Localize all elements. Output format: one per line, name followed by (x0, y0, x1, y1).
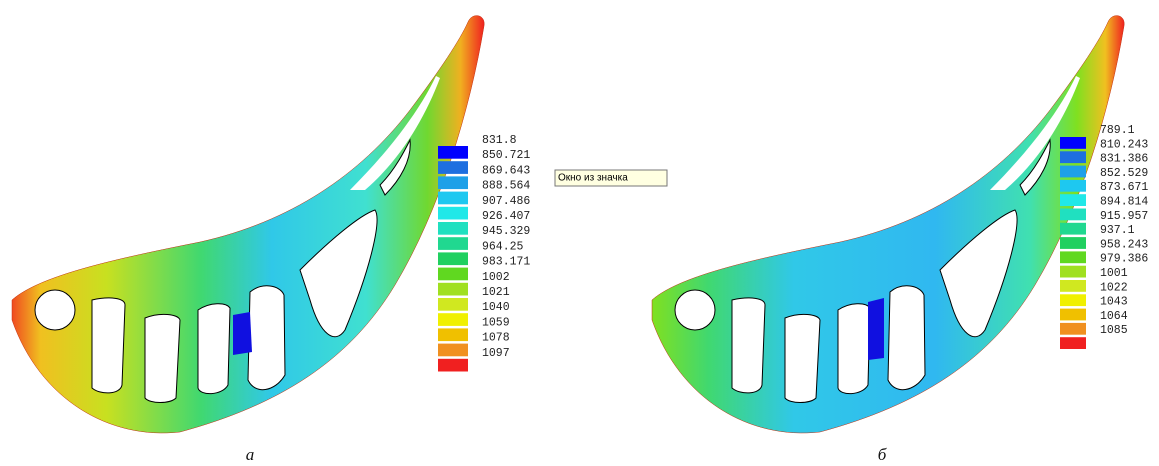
legend-label: 888.564 (482, 180, 530, 193)
legend-label: 964.25 (482, 240, 524, 253)
legend-label: 1043 (1100, 296, 1128, 309)
legend-label: 979.386 (1100, 253, 1148, 266)
legend-swatch (1060, 137, 1086, 149)
legend-label: 1097 (482, 347, 510, 360)
legend-swatch (438, 328, 468, 341)
legend-swatch (1060, 266, 1086, 278)
legend-swatch (438, 207, 468, 220)
legend-swatch (1060, 223, 1086, 235)
legend-label: 831.386 (1100, 153, 1148, 166)
legend-swatch (438, 252, 468, 265)
figure: Окно из значка а б 831.8 850.721 869.643 88… (0, 0, 1159, 466)
legend-swatch (438, 359, 468, 372)
caption: а (246, 445, 255, 464)
legend-swatch (438, 283, 468, 296)
legend-label: 894.814 (1100, 196, 1148, 209)
legend-swatch (438, 313, 468, 326)
legend-swatch (438, 237, 468, 250)
legend-label: 1064 (1100, 310, 1128, 323)
legend-swatch (438, 176, 468, 189)
legend-swatch (1060, 294, 1086, 306)
legend-label: 983.171 (482, 256, 530, 269)
legend-label: 873.671 (1100, 181, 1148, 194)
tooltip: Окно из значка (558, 173, 628, 184)
legend-swatch (438, 268, 468, 281)
legend-swatch (1060, 251, 1086, 263)
legend-swatch (1060, 166, 1086, 178)
legend-label: 789.1 (1100, 124, 1135, 137)
legend-label: 1001 (1100, 267, 1128, 280)
legend-swatch (438, 344, 468, 357)
legend-label: 1022 (1100, 281, 1128, 294)
legend-label: 958.243 (1100, 238, 1148, 251)
legend-swatch (1060, 209, 1086, 221)
legend-label: 852.529 (1100, 167, 1148, 180)
legend-label: 907.486 (482, 195, 530, 208)
legend-label: 1002 (482, 271, 510, 284)
legend-label: 810.243 (1100, 138, 1148, 151)
blade-plot-b (652, 16, 1124, 433)
legend-label: 937.1 (1100, 224, 1135, 237)
legend-label: 1059 (482, 316, 510, 329)
legend-label: 869.643 (482, 164, 530, 177)
legend-label: 1085 (1100, 324, 1128, 337)
legend-label: 1040 (482, 301, 510, 314)
legend-swatch (1060, 151, 1086, 163)
legend-swatch (438, 222, 468, 235)
legend-label: 850.721 (482, 149, 530, 162)
legend-label: 1078 (482, 332, 510, 345)
legend-swatch (438, 298, 468, 311)
rib-hot-spot (868, 298, 884, 360)
legend-label: 926.407 (482, 210, 530, 223)
legend-swatch (438, 146, 468, 159)
legend-swatch (438, 192, 468, 205)
legend-label: 915.957 (1100, 210, 1148, 223)
legend-swatch (438, 161, 468, 174)
legend-swatch (1060, 337, 1086, 349)
rib-hot-spot (233, 312, 252, 355)
blade-plot-a (12, 16, 484, 433)
legend-swatch (1060, 180, 1086, 192)
legend-label: 1021 (482, 286, 510, 299)
legend-swatch (1060, 237, 1086, 249)
legend-swatch (1060, 309, 1086, 321)
legend-swatch (1060, 323, 1086, 335)
legend-swatch (1060, 194, 1086, 206)
legend-swatch (1060, 280, 1086, 292)
legend-label: 945.329 (482, 225, 530, 238)
caption: б (878, 445, 887, 464)
legend-label: 831.8 (482, 134, 517, 147)
